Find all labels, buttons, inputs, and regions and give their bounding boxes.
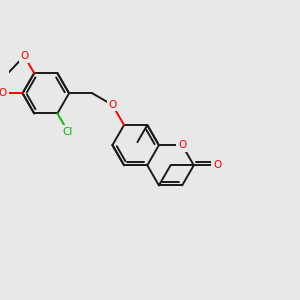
Text: O: O xyxy=(20,51,28,61)
Text: O: O xyxy=(213,160,221,170)
Text: Cl: Cl xyxy=(63,127,73,136)
Text: O: O xyxy=(0,88,7,98)
Text: O: O xyxy=(108,100,116,110)
Text: O: O xyxy=(178,140,186,150)
